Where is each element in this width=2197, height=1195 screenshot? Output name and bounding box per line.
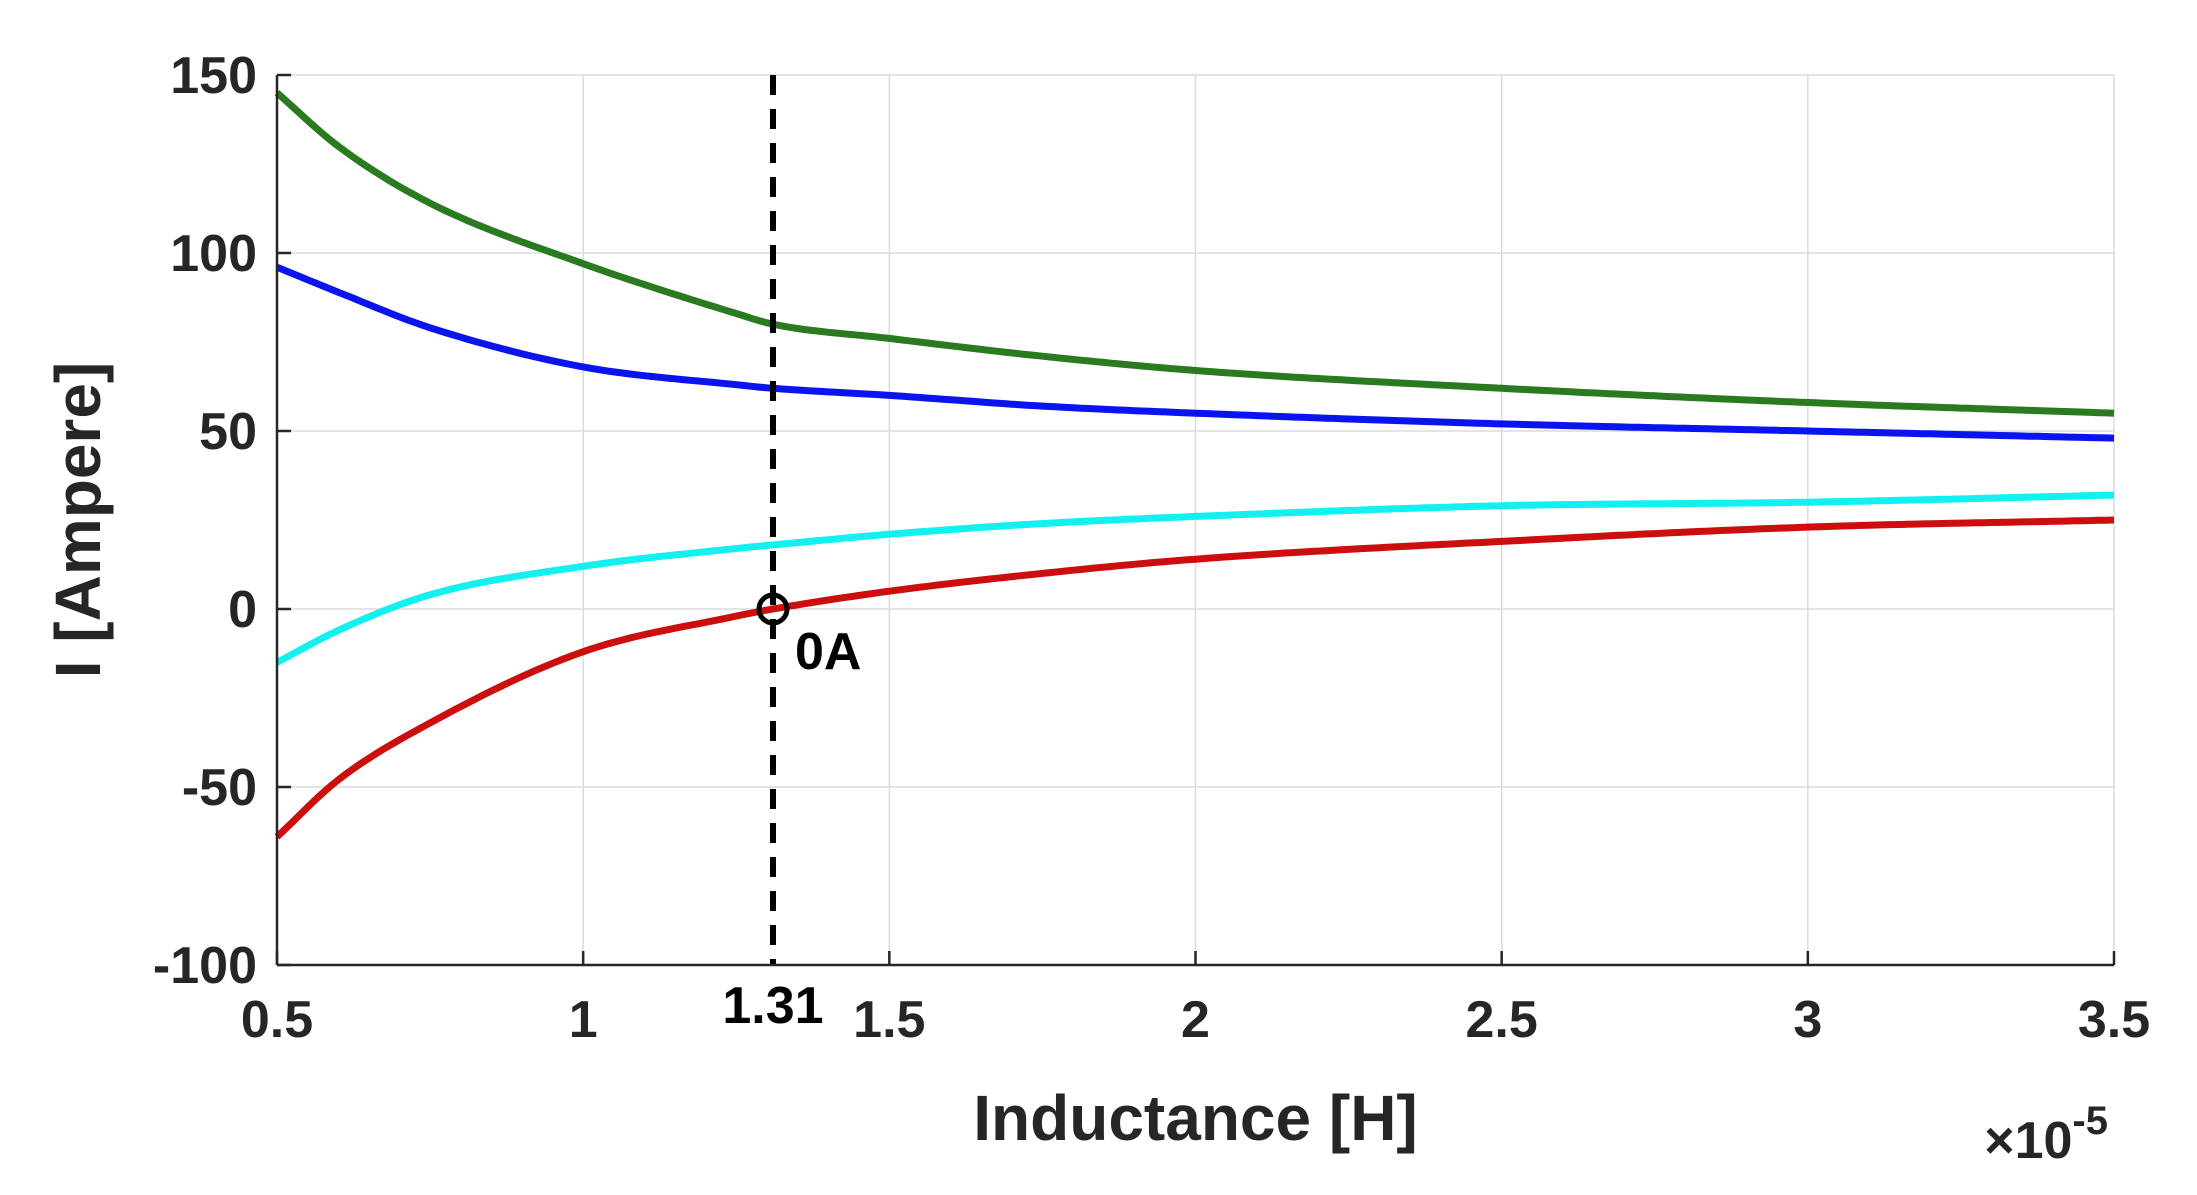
vline-group: 0A 1.31 (722, 75, 861, 1035)
x-tick-label: 2.5 (1466, 991, 1538, 1049)
series-line-cyan (275, 491, 2115, 666)
x-axis-label: Inductance [H] (973, 1082, 1417, 1154)
series-line-blue (275, 263, 2115, 442)
x-tick-label: 1.5 (853, 991, 925, 1049)
ticks-group: 0.5 1 1.5 2 2.5 3 3.5 -100 -50 0 50 100 150 (153, 47, 2150, 1049)
x-tick-label: 2 (1181, 991, 1210, 1049)
vline-label: 1.31 (722, 977, 823, 1035)
y-tick-label: 150 (170, 47, 257, 105)
y-tick-label: -100 (153, 937, 257, 995)
series-line-red (274, 516, 2115, 840)
x-tick-label: 3.5 (2078, 991, 2150, 1049)
y-axis-label: I [Ampere] (42, 362, 114, 679)
grid (276, 74, 2115, 966)
x-multiplier-base: ×10 (1984, 1112, 2072, 1170)
series-group (274, 90, 2115, 840)
x-tick-label: 3 (1793, 991, 1822, 1049)
y-tick-label: -50 (182, 759, 257, 817)
y-tick-label: 0 (228, 581, 257, 639)
y-tick-label: 100 (170, 225, 257, 283)
x-multiplier: ×10-5 (1984, 1099, 2108, 1170)
series-line-green (274, 90, 2115, 417)
x-tick-label: 0.5 (241, 991, 313, 1049)
x-tick-label: 1 (569, 991, 598, 1049)
zero-crossing-marker (756, 592, 790, 626)
x-multiplier-exponent: -5 (2072, 1099, 2108, 1143)
marker-label: 0A (795, 623, 861, 681)
y-tick-label: 50 (199, 403, 257, 461)
